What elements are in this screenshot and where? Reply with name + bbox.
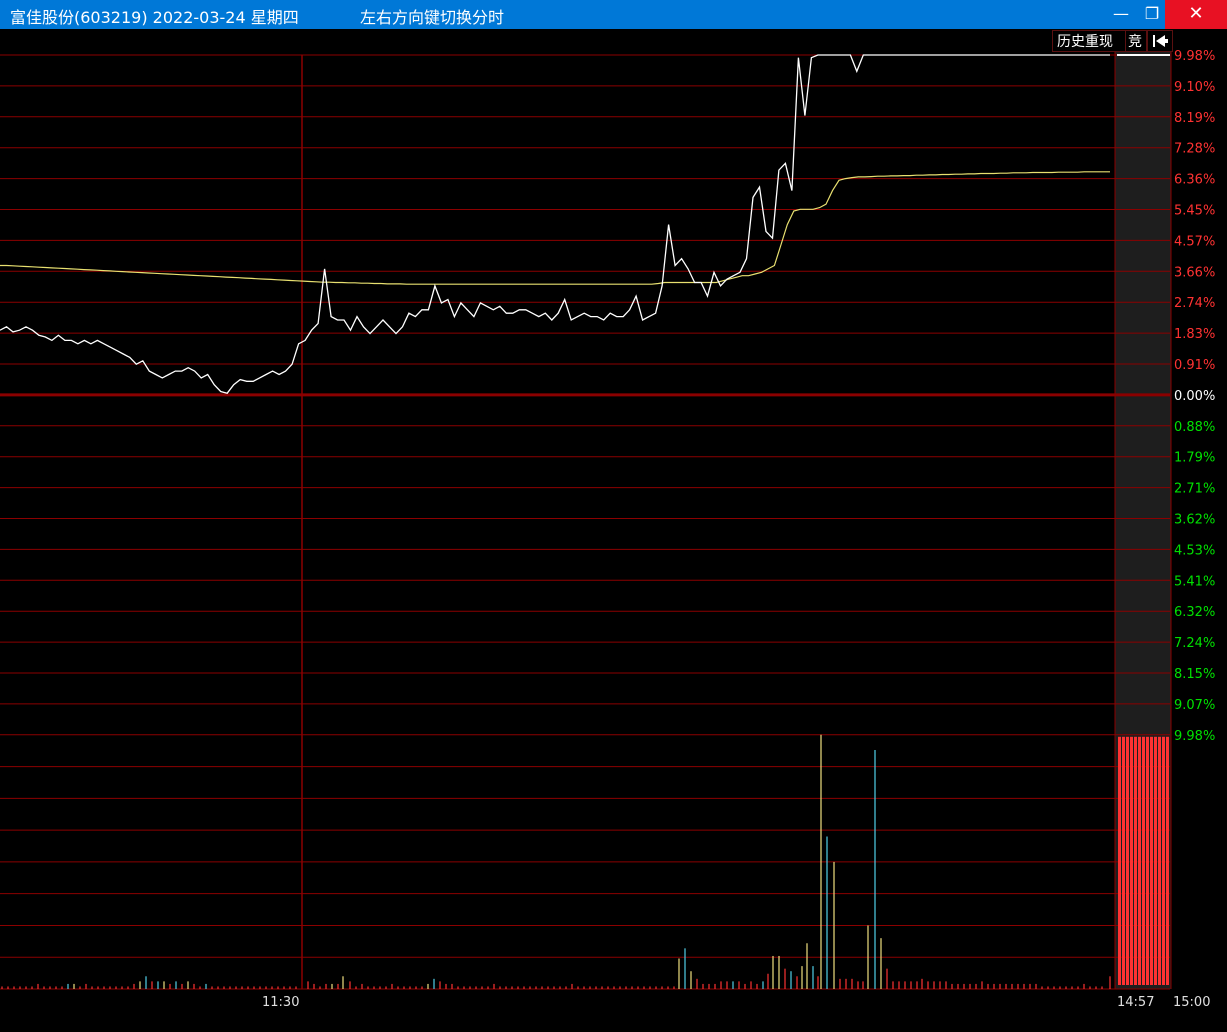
auction-volume-bars bbox=[1118, 736, 1169, 985]
auction-volume-bar bbox=[1134, 736, 1137, 983]
auction-volume-bar bbox=[1118, 971, 1121, 985]
price-axis-label: 3.62% bbox=[1174, 513, 1215, 528]
price-axis-label: 0.00% bbox=[1174, 389, 1215, 404]
auction-volume-bar bbox=[1122, 971, 1125, 985]
price-axis-label: 8.19% bbox=[1174, 111, 1215, 126]
price-axis-label: 1.83% bbox=[1174, 327, 1215, 342]
auction-volume-bar bbox=[1150, 736, 1153, 983]
auction-volume-bar bbox=[1142, 971, 1145, 985]
price-axis-label: 1.79% bbox=[1174, 451, 1215, 466]
auction-volume-bar bbox=[1130, 971, 1133, 985]
price-axis-label: 4.53% bbox=[1174, 543, 1215, 558]
back-icon[interactable] bbox=[1147, 30, 1173, 52]
price-axis-label: 4.57% bbox=[1174, 234, 1215, 249]
price-axis-label: 0.91% bbox=[1174, 358, 1215, 373]
auction-volume-bar bbox=[1162, 736, 1165, 983]
auction-volume-bar bbox=[1134, 971, 1137, 985]
price-axis-label: 7.28% bbox=[1174, 142, 1215, 157]
auction-volume-bar bbox=[1154, 971, 1157, 985]
time-label: 15:00 bbox=[1173, 995, 1210, 1010]
auction-volume-bar bbox=[1158, 736, 1161, 983]
title-bar: 富佳股份(603219) 2022-03-24 星期四 左右方向键切换分时 — … bbox=[0, 0, 1227, 29]
price-axis-label: 9.10% bbox=[1174, 80, 1215, 95]
minimize-button[interactable]: — bbox=[1113, 4, 1129, 23]
auction-volume-bar bbox=[1126, 971, 1129, 985]
axis-labels: 9.98% 9.10% 8.19% 7.28% 6.36% 5.45% 4.57% 3.66%… bbox=[262, 49, 1215, 1010]
price-axis-label: 9.07% bbox=[1174, 698, 1215, 713]
price-axis-label: 9.98% bbox=[1174, 49, 1215, 64]
keyboard-hint: 左右方向键切换分时 bbox=[360, 8, 505, 27]
auction-volume-bar bbox=[1130, 736, 1133, 983]
auction-volume-bar bbox=[1142, 736, 1145, 983]
time-label: 11:30 bbox=[262, 995, 299, 1010]
price-axis-label: 5.45% bbox=[1174, 204, 1215, 219]
auction-volume-bar bbox=[1158, 971, 1161, 985]
average-price-line bbox=[0, 171, 1110, 285]
close-button[interactable]: ✕ bbox=[1165, 0, 1227, 29]
maximize-button[interactable]: ❐ bbox=[1144, 4, 1160, 23]
auction-volume-bar bbox=[1138, 971, 1141, 985]
price-axis-label: 2.74% bbox=[1174, 296, 1215, 311]
auction-volume-bar bbox=[1122, 736, 1125, 983]
auction-volume-bar bbox=[1126, 736, 1129, 983]
auction-volume-bar bbox=[1166, 736, 1169, 983]
price-axis-label: 0.88% bbox=[1174, 420, 1215, 435]
auction-volume-bar bbox=[1146, 736, 1149, 983]
auction-volume-bar bbox=[1138, 736, 1141, 983]
auction-volume-bar bbox=[1154, 736, 1157, 983]
price-axis-label: 8.15% bbox=[1174, 667, 1215, 682]
auction-volume-bar bbox=[1146, 971, 1149, 985]
price-axis-label: 6.36% bbox=[1174, 173, 1215, 188]
auction-volume-bar bbox=[1150, 971, 1153, 985]
auction-volume-bar bbox=[1118, 736, 1121, 983]
price-axis-label: 6.32% bbox=[1174, 605, 1215, 620]
price-axis-label: 3.66% bbox=[1174, 265, 1215, 280]
window-title: 富佳股份(603219) 2022-03-24 星期四 bbox=[10, 8, 299, 27]
price-line bbox=[0, 54, 1110, 394]
auction-volume-bar bbox=[1166, 971, 1169, 985]
price-axis-label: 5.41% bbox=[1174, 574, 1215, 589]
price-axis-label: 7.24% bbox=[1174, 636, 1215, 651]
chart-grid bbox=[0, 51, 1172, 990]
price-axis-label: 2.71% bbox=[1174, 482, 1215, 497]
auction-volume-bar bbox=[1162, 971, 1165, 985]
time-label: 14:57 bbox=[1117, 995, 1154, 1010]
auction-button[interactable]: 竞 bbox=[1125, 30, 1147, 52]
volume-bars bbox=[1, 734, 1111, 989]
price-axis-label: 9.98% bbox=[1174, 729, 1215, 744]
intraday-chart: 9.98% 9.10% 8.19% 7.28% 6.36% 5.45% 4.57% 3.66%… bbox=[0, 49, 1215, 1010]
history-replay-button[interactable]: 历史重现 bbox=[1052, 30, 1126, 52]
